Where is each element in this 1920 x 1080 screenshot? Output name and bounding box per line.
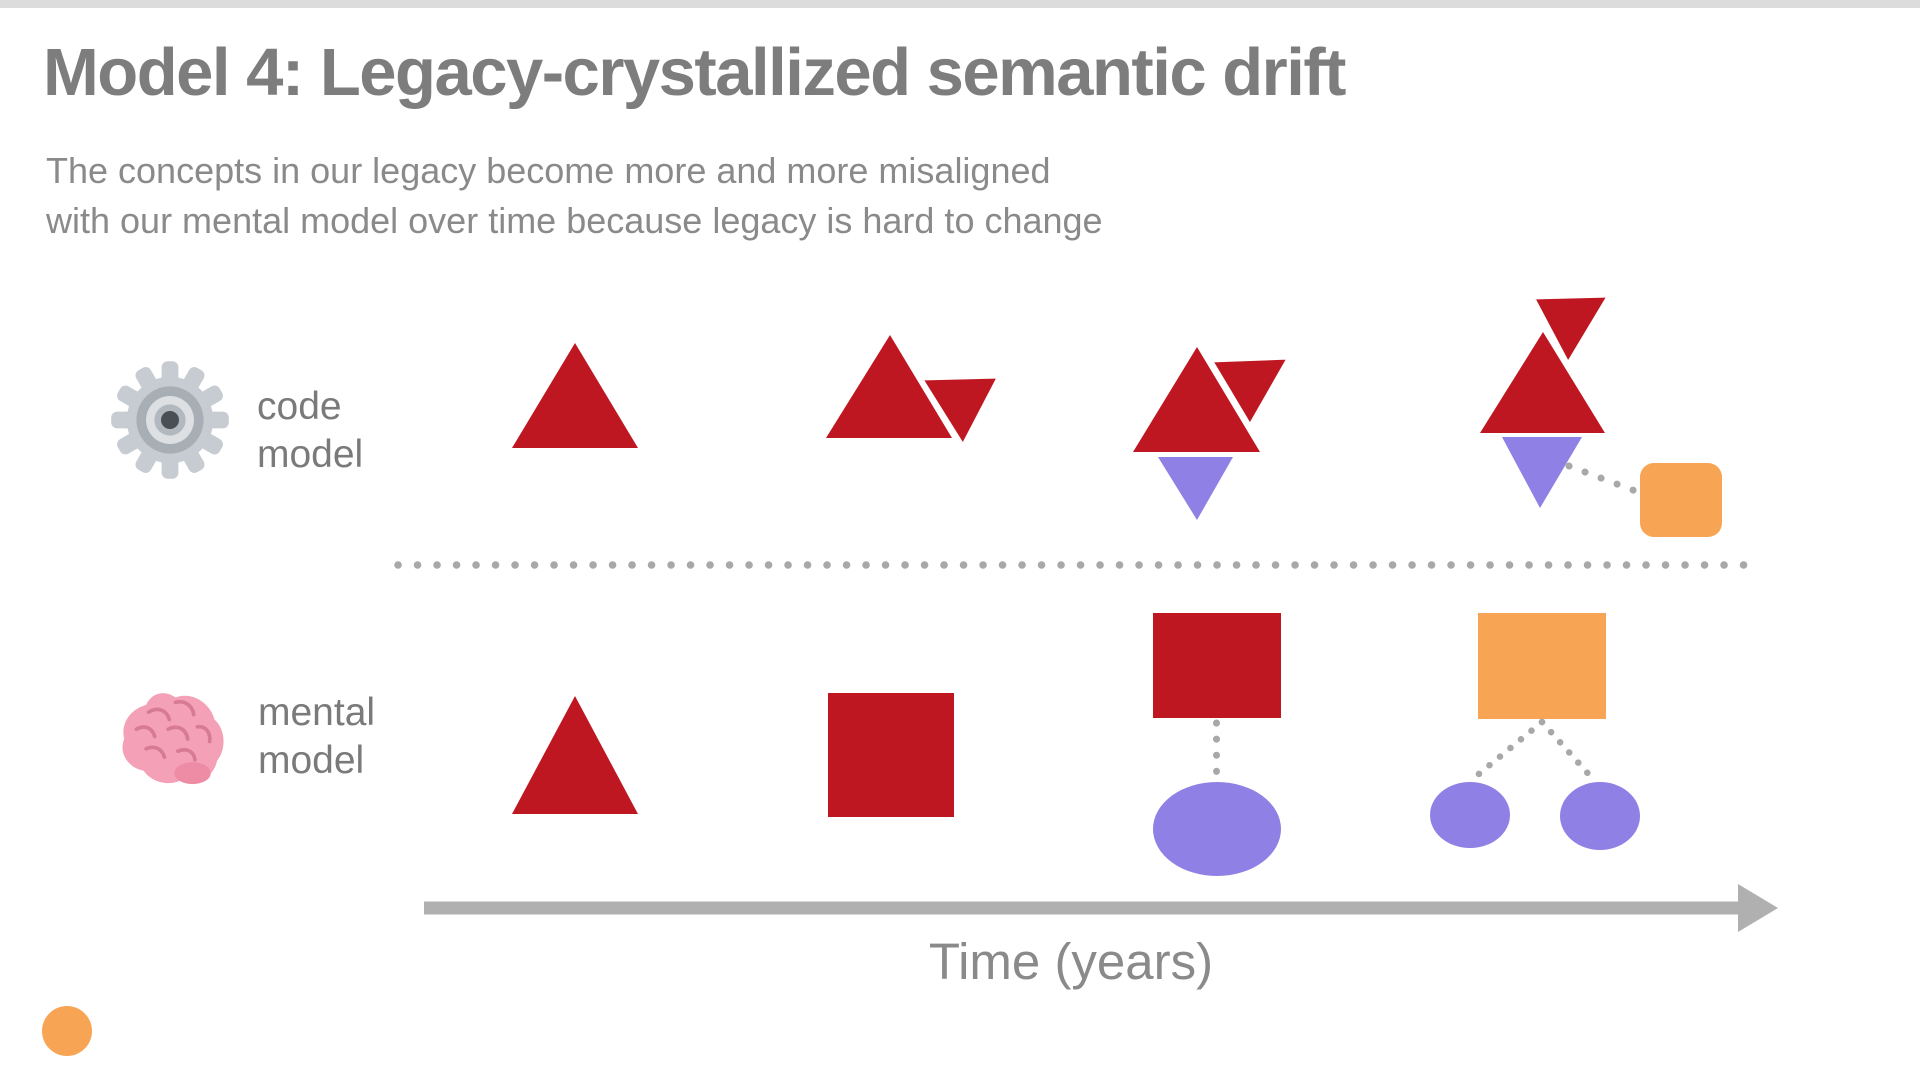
slide-subtitle: The concepts in our legacy become more a… (46, 146, 1103, 245)
slide-title: Model 4: Legacy-crystallized semantic dr… (43, 35, 1346, 110)
mental-col4-orange-square (1478, 613, 1606, 719)
gear-icon (111, 361, 229, 479)
code-model-label-line1: code (257, 385, 342, 428)
mental-col3-ellipse (1153, 782, 1281, 876)
mental-model-legend: mental model (258, 689, 375, 784)
mental-col4-ellipse-right (1560, 782, 1640, 850)
top-edge-strip (0, 0, 1920, 8)
mental-col3-square (1153, 613, 1281, 718)
code-col4-detached-fragment-triangle (1529, 292, 1613, 368)
code-col1-triangle (512, 343, 638, 448)
code-col4-triangle (1480, 332, 1605, 433)
page-marker-dot (42, 1006, 92, 1056)
code-col2-fragment-triangle (917, 373, 1003, 450)
mental-col4-dotted-link-left (1470, 718, 1546, 782)
code-col4-purple-triangle (1502, 437, 1582, 508)
code-model-label-line2: model (257, 432, 364, 476)
time-axis-label: Time (years) (928, 933, 1214, 990)
code-col4-dotted-link (1565, 462, 1642, 496)
code-col2-triangle (826, 335, 952, 438)
code-col3-fragment-triangle (1207, 354, 1293, 430)
mental-model-label-line2: model (258, 738, 365, 782)
code-col4-orange-square (1640, 463, 1722, 537)
subtitle-line-2: with our mental model over time because … (46, 199, 1103, 241)
mental-col1-triangle (512, 696, 638, 814)
code-col3-purple-triangle (1158, 457, 1233, 520)
mental-col2-square (828, 693, 954, 817)
brain-icon (122, 693, 224, 785)
code-col3-triangle (1133, 347, 1260, 452)
mental-model-label-line1: mental (258, 691, 376, 734)
code-model-legend: code model (257, 383, 363, 478)
mental-col4-ellipse-left (1430, 782, 1510, 848)
time-axis-arrowhead (1738, 884, 1778, 932)
subtitle-line-1: The concepts in our legacy become more a… (46, 150, 1051, 191)
mental-col4-dotted-link-right (1538, 718, 1596, 782)
